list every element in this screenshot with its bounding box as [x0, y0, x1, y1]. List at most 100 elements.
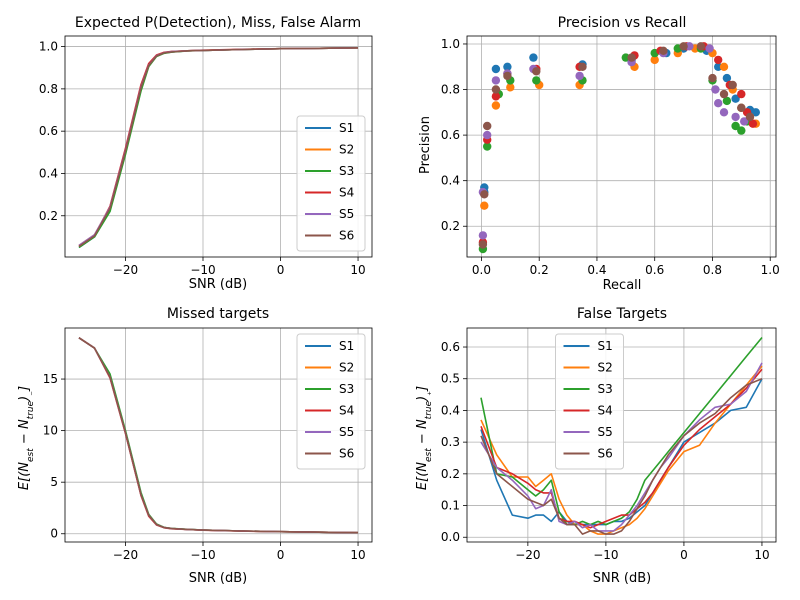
false-targets-ytick-label-4: 0.4 — [441, 403, 460, 417]
precision-recall-point-S5-11 — [711, 85, 720, 94]
detection-legend-label-S2: S2 — [339, 143, 354, 157]
precision-recall-point-S2-0 — [480, 201, 489, 210]
detection-xtick-label-2: 0 — [277, 263, 285, 277]
detection-xtick-label-3: 10 — [350, 263, 365, 277]
missed-legend-label-S6: S6 — [339, 447, 354, 461]
detection-xtick-label-0: −20 — [113, 263, 138, 277]
detection-legend-label-S6: S6 — [339, 229, 354, 243]
missed-ylabel-part: ) — [17, 396, 32, 402]
false-targets-xtick-label-0: −20 — [515, 548, 540, 562]
precision-recall-point-S5-13 — [719, 108, 729, 117]
false-targets-xtick-label-2: 0 — [680, 548, 688, 562]
precision-recall-ytick-label-0: 0.2 — [441, 219, 460, 233]
precision-recall-point-S3-4 — [532, 76, 541, 85]
false-targets-ylabel-part: ) — [415, 396, 430, 402]
precision-recall-point-S2-10 — [719, 62, 729, 71]
false-targets-legend-label-S2: S2 — [598, 361, 613, 375]
precision-recall-ylabel: Precision — [418, 116, 433, 174]
detection-frame — [64, 35, 373, 258]
precision-recall-point-S6-12 — [719, 89, 729, 99]
precision-recall-point-S1-15 — [751, 108, 760, 117]
detection-legend-label-S5: S5 — [339, 207, 354, 221]
false-targets-ylabel-part: ₊ — [424, 391, 434, 396]
detection-ytick-label-3: 0.8 — [39, 82, 58, 96]
detection-legend-label-S4: S4 — [339, 186, 354, 200]
missed-ylabel-part: ₋ — [26, 391, 36, 396]
missed-series — [78, 337, 359, 534]
precision-recall-point-S3-12 — [731, 121, 740, 131]
detection-ytick-label-2: 0.6 — [39, 124, 58, 138]
precision-recall-xtick-label-1: 0.2 — [530, 263, 549, 277]
precision-recall-point-S6-3 — [491, 85, 501, 94]
precision-recall-point-S4-14 — [748, 119, 758, 128]
false-targets-ytick-label-0: 0.0 — [441, 530, 460, 544]
detection-xlabel: SNR (dB) — [189, 277, 247, 292]
missed-xtick-label-3: 10 — [350, 548, 365, 562]
precision-recall-point-S6-1 — [480, 190, 489, 199]
precision-recall-point-S2-6 — [650, 55, 659, 65]
precision-recall-point-S1-10 — [714, 62, 723, 71]
precision-recall-point-S2-1 — [491, 101, 501, 110]
precision-recall-point-S6-5 — [532, 67, 541, 76]
precision-recall-xtick-label-5: 1.0 — [761, 263, 780, 277]
precision-recall-point-S6-6 — [578, 62, 587, 71]
false-targets-ytick-label-6: 0.6 — [441, 340, 460, 354]
precision-recall-point-S6-9 — [679, 42, 688, 51]
missed-line-S6 — [78, 337, 359, 534]
false-targets-ytick-label-1: 0.1 — [441, 499, 460, 513]
missed-legend-label-S3: S3 — [339, 382, 354, 396]
precision-recall-point-S5-10 — [705, 44, 714, 53]
precision-recall-point-S1-3 — [503, 62, 512, 71]
missed-xlabel: SNR (dB) — [189, 571, 247, 586]
precision-recall-point-S6-10 — [696, 42, 706, 51]
missed-xtick-label-0: −20 — [113, 548, 138, 562]
precision-recall-point-S5-2 — [483, 130, 492, 140]
precision-recall-xtick-label-0: 0.0 — [472, 263, 491, 277]
precision-recall-xtick-label-2: 0.4 — [587, 263, 606, 277]
missed-ytick-label-0: 0 — [50, 527, 58, 541]
precision-recall-point-S4-12 — [737, 89, 746, 99]
precision-recall-point-S3-13 — [737, 126, 746, 135]
detection-ytick-label-0: 0.2 — [39, 209, 58, 223]
detection-ytick-label-1: 0.4 — [39, 166, 58, 180]
precision-recall-xtick-label-3: 0.6 — [645, 263, 664, 277]
false-targets-legend-label-S3: S3 — [598, 382, 613, 396]
precision-recall-point-S6-2 — [483, 121, 492, 131]
precision-recall-point-S6-14 — [737, 103, 746, 113]
plots-layer: −20 −10 0 10 0.2 0.4 0.6 0.8 1.0 S1 S2 S3 S4 S5 S6 0.0 0… — [39, 35, 780, 562]
false-targets-ytick-label-2: 0.2 — [441, 467, 460, 481]
false-targets-ylabel-part: est — [424, 448, 434, 462]
missed-title: Missed targets — [167, 306, 269, 322]
false-targets-xtick-label-1: −10 — [593, 548, 618, 562]
missed-legend-label-S2: S2 — [339, 361, 354, 375]
precision-recall-point-S4-10 — [714, 55, 723, 65]
missed-xtick-label-1: −10 — [190, 548, 215, 562]
false-targets-ylabel-part: true — [424, 400, 434, 419]
false-targets-line-S6 — [480, 377, 763, 535]
detection-legend-box — [296, 115, 366, 252]
missed-legend-label-S4: S4 — [339, 404, 354, 418]
false-targets-ylabel-part: − N — [415, 419, 430, 448]
precision-recall-point-S1-4 — [529, 53, 538, 62]
false-targets-ytick-label-5: 0.5 — [441, 372, 460, 386]
missed-legend-label-S1: S1 — [339, 339, 354, 353]
precision-recall-point-S1-12 — [731, 94, 740, 103]
false-targets-ylabel-part: ] — [415, 386, 430, 392]
missed-ytick-label-2: 10 — [43, 424, 58, 438]
false-targets-axes: −20 −10 0 10 0.0 0.1 0.2 0.3 0.4 0.5 0.6 — [441, 328, 776, 562]
false-targets-xlabel: SNR (dB) — [593, 571, 651, 586]
precision-recall-title: Precision vs Recall — [558, 15, 687, 31]
false-targets-xtick-label-3: 10 — [754, 548, 769, 562]
precision-recall-frame — [466, 35, 777, 258]
false-targets-series — [480, 336, 763, 535]
precision-recall-series — [478, 42, 760, 254]
false-targets-title: False Targets — [577, 306, 667, 322]
false-targets-legend-box — [555, 333, 624, 470]
false-targets-line-S5 — [480, 362, 763, 532]
precision-recall-point-S3-6 — [621, 53, 630, 62]
missed-legend-label-S5: S5 — [339, 425, 354, 439]
detection-title: Expected P(Detection), Miss, False Alarm — [75, 15, 361, 31]
precision-recall-point-S1-11 — [722, 73, 732, 83]
